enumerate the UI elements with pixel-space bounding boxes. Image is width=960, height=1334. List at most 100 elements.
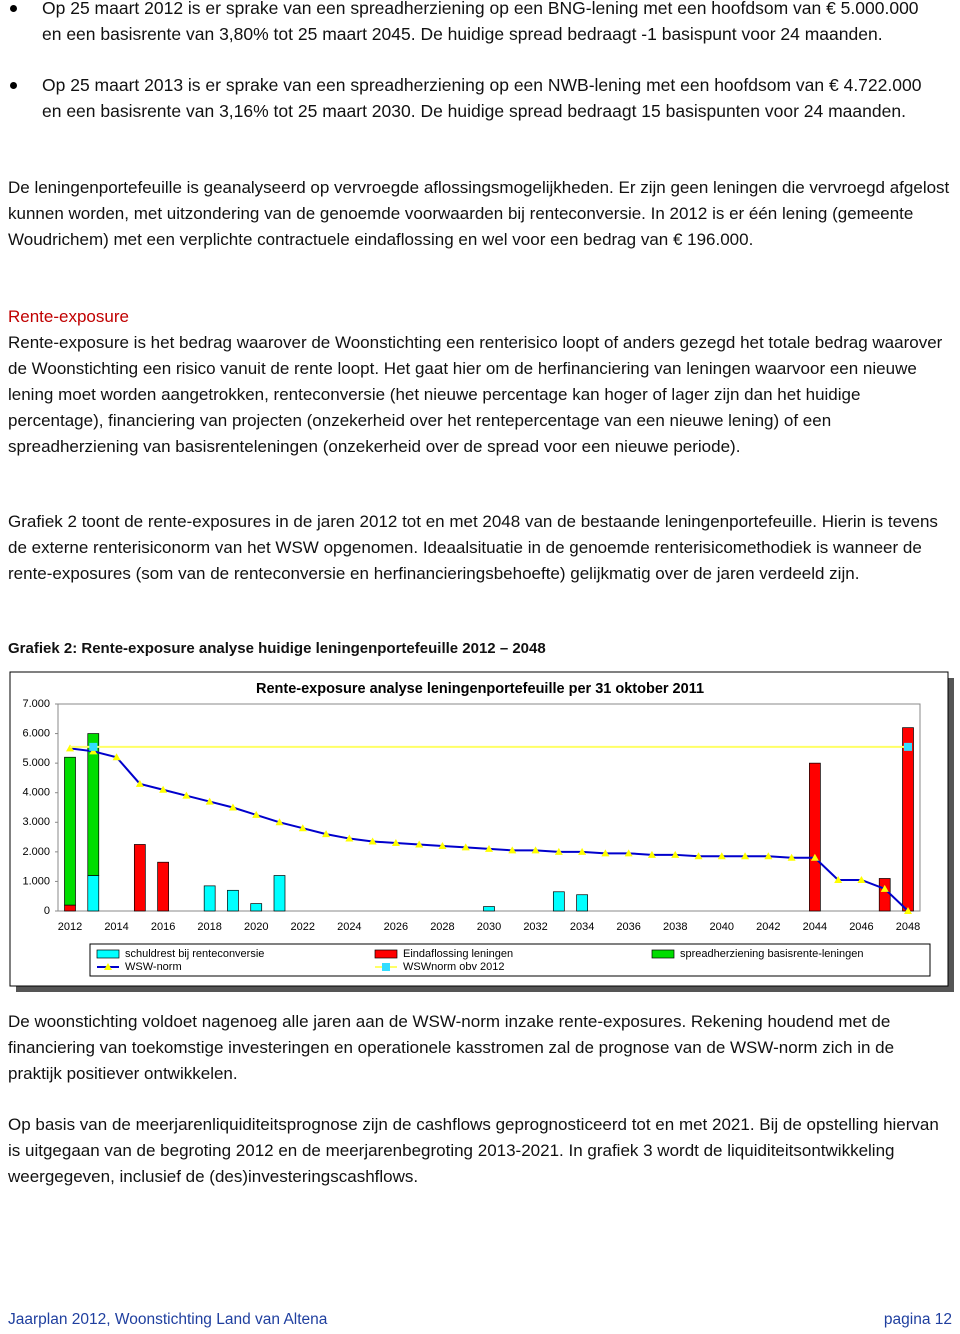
plot-area	[57, 703, 921, 912]
x-tick-label: 2024	[337, 921, 361, 933]
y-tick-label: 4.000	[22, 787, 50, 799]
bar	[250, 903, 263, 912]
y-tick-label: 1.000	[22, 875, 50, 887]
marker	[531, 846, 540, 854]
marker	[461, 843, 470, 851]
marker	[904, 907, 912, 914]
marker	[368, 837, 377, 845]
marker	[694, 852, 703, 860]
chart-title: Rente-exposure analyse leningenportefeui…	[256, 681, 704, 697]
x-tick-label: 2028	[430, 921, 454, 933]
legend	[89, 943, 931, 977]
marker	[89, 742, 98, 751]
legend-label: WSW-norm	[125, 961, 182, 973]
x-tick-label: 2042	[756, 921, 780, 933]
marker	[135, 779, 144, 787]
y-tick-label: 2.000	[22, 846, 50, 858]
x-tick-label: 2034	[570, 921, 594, 933]
marker	[228, 803, 237, 811]
marker	[647, 850, 656, 858]
marker	[554, 847, 563, 855]
x-tick-label: 2032	[523, 921, 547, 933]
x-tick-label: 2016	[151, 921, 175, 933]
marker	[298, 824, 307, 832]
legend-label: WSWnorm obv 2012	[403, 961, 504, 973]
bar	[133, 844, 146, 912]
marker	[391, 838, 400, 846]
legend-label: schuldrest bij renteconversie	[125, 948, 264, 960]
paragraph: De leningenportefeuille is geanalyseerd …	[8, 178, 950, 249]
bar	[203, 885, 216, 912]
x-tick-label: 2048	[896, 921, 920, 933]
x-tick-label: 2022	[291, 921, 315, 933]
marker	[415, 840, 424, 848]
y-tick-label: 5.000	[22, 757, 50, 769]
marker	[205, 797, 214, 805]
marker	[671, 850, 680, 858]
x-tick-label: 2014	[104, 921, 128, 933]
bullet	[10, 5, 17, 12]
marker	[508, 846, 517, 854]
legend-marker	[382, 963, 390, 971]
marker	[717, 852, 726, 860]
legend-label: spreadherziening basisrente-leningen	[680, 948, 863, 960]
bar	[87, 875, 100, 912]
bar	[552, 891, 565, 912]
bar	[902, 727, 914, 912]
marker	[112, 753, 121, 761]
legend-swatch	[374, 949, 398, 959]
legend-swatch	[96, 949, 120, 959]
marker	[275, 818, 284, 826]
marker	[182, 791, 191, 799]
bullet-text: Op 25 maart 2013 is er sprake van een sp…	[42, 75, 922, 121]
marker	[601, 849, 610, 857]
marker	[904, 742, 912, 751]
bar	[64, 904, 76, 912]
y-tick-label: 7.000	[22, 698, 50, 710]
bar	[483, 906, 495, 912]
marker	[578, 847, 587, 855]
y-tick-label: 3.000	[22, 816, 50, 828]
bar	[273, 875, 286, 912]
caption: Grafiek 2: Rente-exposure analyse huidig…	[8, 640, 546, 657]
marker	[764, 852, 773, 860]
bullet-text: Op 25 maart 2012 is er sprake van een sp…	[42, 0, 919, 44]
bar	[878, 878, 891, 912]
heading: Rente-exposure	[8, 307, 129, 326]
bar	[576, 894, 588, 912]
bar	[157, 861, 169, 912]
x-tick-label: 2026	[384, 921, 408, 933]
marker	[438, 841, 447, 849]
y-tick-label: 6.000	[22, 727, 50, 739]
marker	[322, 830, 331, 838]
x-tick-label: 2040	[710, 921, 734, 933]
bullet	[10, 82, 17, 89]
x-tick-label: 2020	[244, 921, 268, 933]
marker	[252, 810, 261, 818]
marker	[345, 834, 354, 842]
marker	[624, 849, 633, 857]
marker	[880, 884, 889, 892]
marker	[834, 875, 843, 883]
legend-label: Eindaflossing leningen	[403, 948, 513, 960]
marker	[741, 852, 750, 860]
legend-marker	[104, 963, 112, 970]
x-tick-label: 2036	[616, 921, 640, 933]
bar	[64, 756, 76, 906]
y-tick-label: 0	[44, 905, 50, 917]
x-tick-label: 2038	[663, 921, 687, 933]
bar	[227, 889, 239, 912]
marker	[787, 853, 796, 861]
x-tick-label: 2012	[58, 921, 82, 933]
marker	[485, 844, 493, 852]
legend-swatch	[651, 949, 675, 959]
x-tick-label: 2046	[849, 921, 873, 933]
marker	[810, 853, 819, 861]
x-tick-label: 2030	[477, 921, 501, 933]
footer-left: Jaarplan 2012, Woonstichting Land van Al…	[8, 1311, 328, 1328]
paragraph: Rente-exposure is het bedrag waarover de…	[8, 333, 943, 456]
paragraph: Grafiek 2 toont de rente-exposures in de…	[8, 512, 938, 583]
marker	[159, 785, 168, 793]
footer-right: pagina 12	[883, 1311, 952, 1328]
